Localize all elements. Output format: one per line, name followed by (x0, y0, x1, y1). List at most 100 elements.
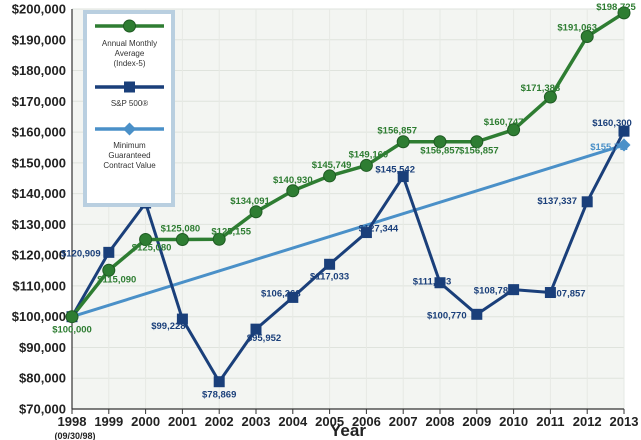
y-tick-label: $90,000 (19, 340, 66, 355)
x-tick-label: 2009 (462, 414, 491, 429)
series-line-index5 (70, 11, 625, 318)
data-point-index5 (286, 184, 300, 198)
y-tick-label: $80,000 (19, 371, 66, 386)
data-point-index5 (543, 90, 557, 104)
data-label-guaranteed: $155,797 (590, 142, 630, 153)
x-axis-title: Year (330, 421, 366, 440)
data-label-sp500: $117,033 (310, 271, 349, 282)
legend-marker-sp500 (124, 81, 135, 93)
data-point-index5 (359, 158, 373, 172)
data-label-index5: $125,080 (132, 243, 172, 254)
data-label-index5: $140,930 (273, 175, 313, 186)
data-point-index5 (396, 135, 410, 149)
data-point-sp500 (581, 196, 593, 208)
data-label-index5: $125,155 (211, 226, 251, 237)
data-label-index5: $171,388 (521, 83, 561, 94)
legend-marker-index5 (123, 19, 136, 33)
legend-label-guaranteed: Guaranteed (108, 151, 150, 160)
data-label-index5: $156,857 (420, 146, 460, 157)
legend-box (83, 10, 175, 207)
data-label-sp500: $100,770 (427, 310, 467, 321)
data-point-sp500 (434, 277, 446, 289)
data-label-sp500: $95,952 (247, 333, 281, 344)
data-point-index5 (139, 233, 153, 247)
data-point-sp500 (618, 125, 630, 137)
legend-label-sp500: S&P 500® (111, 99, 148, 108)
x-tick-label: 2010 (499, 414, 528, 429)
y-tick-label: $110,000 (12, 278, 66, 293)
data-label-sp500: $111,033 (413, 277, 452, 288)
y-tick-label: $190,000 (12, 32, 66, 47)
data-point-index5 (617, 6, 631, 20)
x-tick-label: 2000 (131, 414, 160, 429)
y-tick-label: $130,000 (12, 217, 66, 232)
x-tick-label: 1998 (58, 414, 87, 429)
data-point-sp500 (508, 284, 520, 296)
data-point-sp500 (176, 313, 188, 325)
series-line-guaranteed (71, 143, 625, 319)
data-label-sp500: $145,542 (375, 165, 415, 176)
y-tick-label: $70,000 (19, 402, 66, 417)
data-point-index5 (323, 169, 337, 183)
data-label-index5: $145,749 (312, 160, 352, 171)
data-point-index5 (65, 310, 79, 324)
x-tick-label: 2005 (315, 414, 344, 429)
data-label-index5: $149,160 (349, 149, 389, 160)
y-tick-label: $180,000 (12, 63, 66, 78)
y-tick-label: $200,000 (12, 2, 66, 17)
data-point-guaranteed (617, 138, 631, 152)
data-point-sp500 (250, 323, 262, 335)
x-tick-label: 2008 (426, 414, 455, 429)
data-label-sp500: $127,344 (359, 224, 399, 235)
data-point-index5 (470, 135, 484, 149)
data-point-sp500 (397, 171, 409, 183)
data-point-sp500 (360, 227, 372, 239)
data-label-index5: $198,725 (596, 2, 636, 13)
legend-label-index5: Annual Monthly (102, 39, 157, 48)
series-line-sp500 (70, 130, 626, 384)
data-point-index5 (212, 232, 226, 246)
data-point-index5 (433, 135, 447, 149)
x-tick-label: 1999 (94, 414, 123, 429)
data-label-sp500: $160,300 (592, 118, 632, 129)
data-label-sp500: $120,909 (61, 248, 101, 259)
x-tick-label: 2013 (610, 414, 639, 429)
x-tick-label: 2001 (168, 414, 197, 429)
data-label-index5: $191,063 (557, 22, 597, 33)
y-tick-label: $160,000 (12, 125, 66, 140)
data-label-index5: $156,857 (377, 126, 417, 137)
x-tick-label: 2007 (389, 414, 418, 429)
data-label-index5: $134,091 (230, 196, 270, 207)
data-label-index5: $115,090 (97, 274, 136, 285)
data-point-index5 (175, 233, 189, 247)
x-tick-label: 2006 (352, 414, 381, 429)
data-label-index5: $156,857 (459, 146, 499, 157)
data-label-index5: $100,000 (52, 325, 92, 336)
data-point-sp500 (287, 291, 299, 303)
data-point-index5 (249, 205, 263, 219)
data-point-index5 (507, 123, 521, 137)
data-point-sp500 (471, 308, 483, 320)
data-point-index5 (102, 263, 116, 277)
data-label-index5: $160,747 (484, 117, 524, 128)
x-subtick-label: (09/30/98) (54, 431, 95, 440)
data-label-sp500: $99,228 (151, 321, 185, 332)
data-label-sp500: $106,268 (261, 288, 301, 299)
data-point-sp500 (544, 287, 556, 299)
data-point-index5 (580, 29, 594, 43)
data-point-sp500 (213, 376, 225, 388)
data-label-sp500: $108,789 (474, 286, 514, 297)
y-tick-label: $140,000 (12, 186, 66, 201)
y-tick-label: $170,000 (12, 94, 66, 109)
legend-label-guaranteed: Minimum (113, 141, 146, 150)
x-tick-label: 2004 (278, 414, 308, 429)
y-tick-label: $150,000 (12, 155, 66, 170)
data-point-sp500 (324, 258, 336, 270)
data-point-sp500 (103, 246, 115, 258)
data-label-index5: $125,080 (161, 224, 201, 235)
legend-label-index5: (Index-5) (113, 59, 145, 68)
markers-index5 (65, 6, 631, 324)
